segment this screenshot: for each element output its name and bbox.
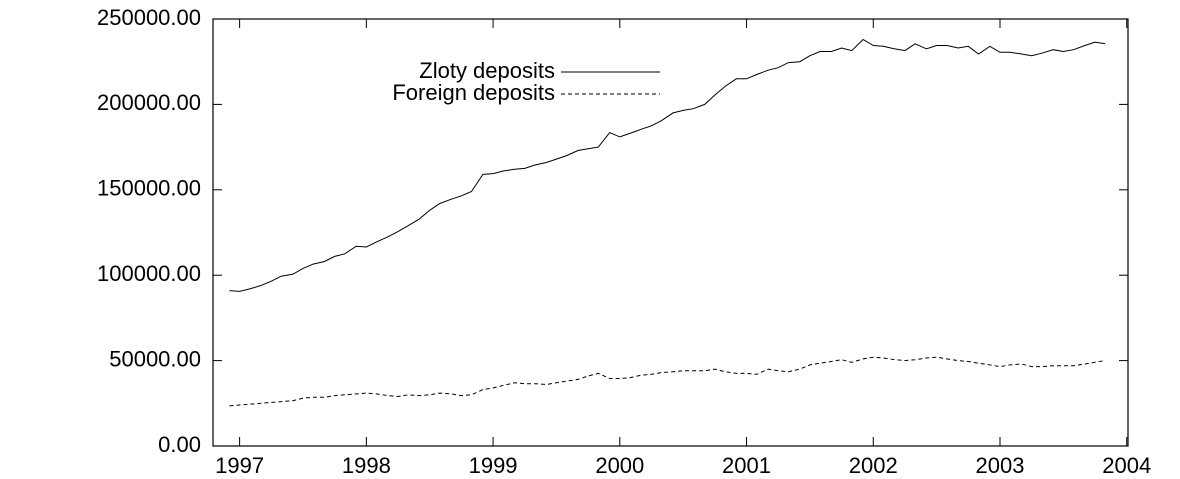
- y-tick-label: 250000.00: [97, 5, 201, 30]
- x-tick-label: 2000: [595, 453, 644, 478]
- x-tick-label: 2002: [849, 453, 898, 478]
- x-tick-label: 1997: [215, 453, 264, 478]
- y-tick-label: 0.00: [158, 432, 201, 457]
- x-tick-label: 1998: [342, 453, 391, 478]
- x-tick-label: 2001: [722, 453, 771, 478]
- x-tick-label: 2004: [1102, 453, 1151, 478]
- y-tick-label: 50000.00: [109, 346, 201, 371]
- y-tick-label: 150000.00: [97, 176, 201, 201]
- legend-label: Foreign deposits: [392, 80, 555, 105]
- data-line: [229, 356, 1106, 407]
- x-tick-label: 1999: [469, 453, 518, 478]
- x-tick-label: 2003: [976, 453, 1025, 478]
- y-tick-label: 200000.00: [97, 90, 201, 115]
- data-line: [229, 38, 1106, 292]
- y-tick-label: 100000.00: [97, 261, 201, 286]
- plot-frame: [212, 18, 1129, 447]
- legend-label: Zloty deposits: [419, 58, 555, 83]
